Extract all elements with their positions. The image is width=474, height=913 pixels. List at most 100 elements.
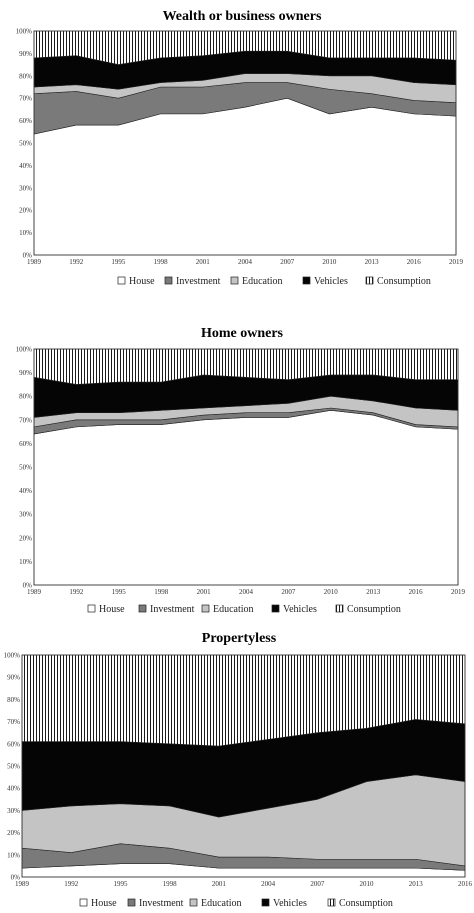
legend-swatch-education: [230, 276, 239, 285]
plot-area: [33, 30, 457, 256]
plot-frame: [33, 30, 457, 256]
legend-label-education: Education: [242, 276, 283, 287]
x-tick-label: 2007: [280, 258, 295, 266]
y-tick-label: 70%: [7, 718, 20, 726]
y-axis: 0% 10% 20% 30% 40% 50% 60% 70% 80% 90% 100%: [4, 652, 21, 882]
x-tick-label: 2010: [324, 588, 339, 596]
x-tick-label: 2016: [407, 258, 422, 266]
legend-swatch-consumption: [365, 276, 374, 285]
x-tick-label: 2013: [409, 880, 424, 888]
y-tick-label: 30%: [19, 184, 32, 192]
plot-area: [33, 348, 459, 586]
x-tick-label: 2004: [261, 880, 276, 888]
y-tick-label: 100%: [16, 346, 33, 354]
legend-swatch-education: [189, 898, 198, 907]
legend-label-consumption: Consumption: [347, 604, 401, 615]
y-tick-label: 20%: [7, 829, 20, 837]
y-tick-label: 60%: [19, 117, 32, 125]
x-tick-label: 1989: [27, 588, 42, 596]
x-axis: 1989 1992 1995 1998 2001 2004 2007 2010 2013 2016…: [27, 588, 466, 596]
legend-swatch-vehicles: [261, 898, 270, 907]
y-tick-label: 70%: [19, 416, 32, 424]
x-tick-label: 1995: [111, 258, 126, 266]
y-tick-label: 0%: [23, 252, 33, 260]
legend-label-house: House: [99, 604, 125, 615]
y-tick-label: 30%: [7, 807, 20, 815]
legend-label-vehicles: Vehicles: [273, 898, 307, 909]
legend-swatch-education: [201, 604, 210, 613]
chart-title: Wealth or business owners: [163, 9, 322, 24]
y-tick-label: 30%: [19, 511, 32, 519]
x-tick-label: 2013: [366, 588, 381, 596]
legend-label-consumption: Consumption: [339, 898, 393, 909]
y-axis: 0% 10% 20% 30% 40% 50% 60% 70% 80% 90% 100%: [16, 28, 33, 260]
x-tick-label: 1989: [27, 258, 42, 266]
x-tick-label: 2004: [239, 588, 254, 596]
y-tick-label: 10%: [19, 558, 32, 566]
legend-label-education: Education: [201, 898, 242, 909]
legend-swatch-investment: [127, 898, 136, 907]
y-tick-label: 50%: [19, 140, 32, 148]
y-tick-label: 40%: [19, 162, 32, 170]
y-tick-label: 50%: [7, 763, 20, 771]
y-tick-label: 80%: [7, 696, 20, 704]
y-tick-label: 80%: [19, 393, 32, 401]
y-tick-label: 10%: [19, 229, 32, 237]
y-tick-label: 20%: [19, 207, 32, 215]
legend-label-investment: Investment: [176, 276, 221, 287]
x-tick-label: 2013: [365, 258, 380, 266]
x-tick-label: 1995: [112, 588, 127, 596]
legend-label-house: House: [91, 898, 117, 909]
panel-wealth-owners: Wealth or business owners 0% 10% 20% 30% 40%…: [16, 9, 464, 287]
x-tick-label: 2001: [212, 880, 227, 888]
legend-swatch-house: [79, 898, 88, 907]
y-tick-label: 60%: [19, 440, 32, 448]
legend-label-house: House: [129, 276, 155, 287]
x-tick-label: 2010: [360, 880, 375, 888]
x-tick-label: 1989: [15, 880, 30, 888]
x-axis: 1989 1992 1995 1998 2001 2004 2007 2010 2013 2016…: [27, 258, 464, 266]
legend-swatch-consumption: [327, 898, 336, 907]
legend-swatch-house: [87, 604, 96, 613]
y-tick-label: 50%: [19, 464, 32, 472]
area-house: [33, 410, 459, 586]
y-tick-label: 60%: [7, 740, 20, 748]
y-tick-label: 80%: [19, 72, 32, 80]
legend: House Investment Education Vehicles Consumpt…: [117, 276, 431, 287]
x-tick-label: 1992: [64, 880, 79, 888]
x-tick-label: 1998: [154, 258, 169, 266]
x-tick-label: 2019: [449, 258, 464, 266]
x-tick-label: 2019: [451, 588, 466, 596]
legend: House Investment Education Vehicles Consumpt…: [87, 604, 401, 615]
legend-label-vehicles: Vehicles: [314, 276, 348, 287]
legend-swatch-house: [117, 276, 126, 285]
y-axis: 0% 10% 20% 30% 40% 50% 60% 70% 80% 90% 100%: [16, 346, 33, 590]
x-tick-label: 2007: [281, 588, 296, 596]
legend-swatch-consumption: [335, 604, 344, 613]
y-tick-label: 70%: [19, 95, 32, 103]
plot-area: [21, 654, 466, 878]
legend-label-education: Education: [213, 604, 254, 615]
y-tick-label: 100%: [16, 28, 33, 36]
panel-home-owners: Home owners 0% 10% 20% 30% 40% 50% 60% 70% 80% 90…: [16, 326, 466, 615]
x-tick-label: 2001: [196, 258, 211, 266]
x-tick-label: 2016: [409, 588, 424, 596]
legend: House Investment Education Vehicles Consumpt…: [79, 898, 393, 909]
y-tick-label: 10%: [7, 851, 20, 859]
plot-frame: [33, 348, 459, 586]
y-tick-label: 40%: [7, 785, 20, 793]
plot-frame: [21, 654, 466, 878]
legend-swatch-investment: [138, 604, 147, 613]
y-tick-label: 100%: [4, 652, 21, 660]
y-tick-label: 90%: [19, 369, 32, 377]
y-tick-label: 90%: [19, 50, 32, 58]
x-tick-label: 1995: [113, 880, 128, 888]
legend-label-consumption: Consumption: [377, 276, 431, 287]
x-tick-label: 2004: [238, 258, 253, 266]
chart-title: Home owners: [201, 326, 284, 341]
legend-swatch-vehicles: [271, 604, 280, 613]
x-tick-label: 2001: [197, 588, 212, 596]
y-tick-label: 0%: [11, 874, 21, 882]
legend-label-investment: Investment: [139, 898, 184, 909]
x-tick-label: 1992: [69, 258, 84, 266]
